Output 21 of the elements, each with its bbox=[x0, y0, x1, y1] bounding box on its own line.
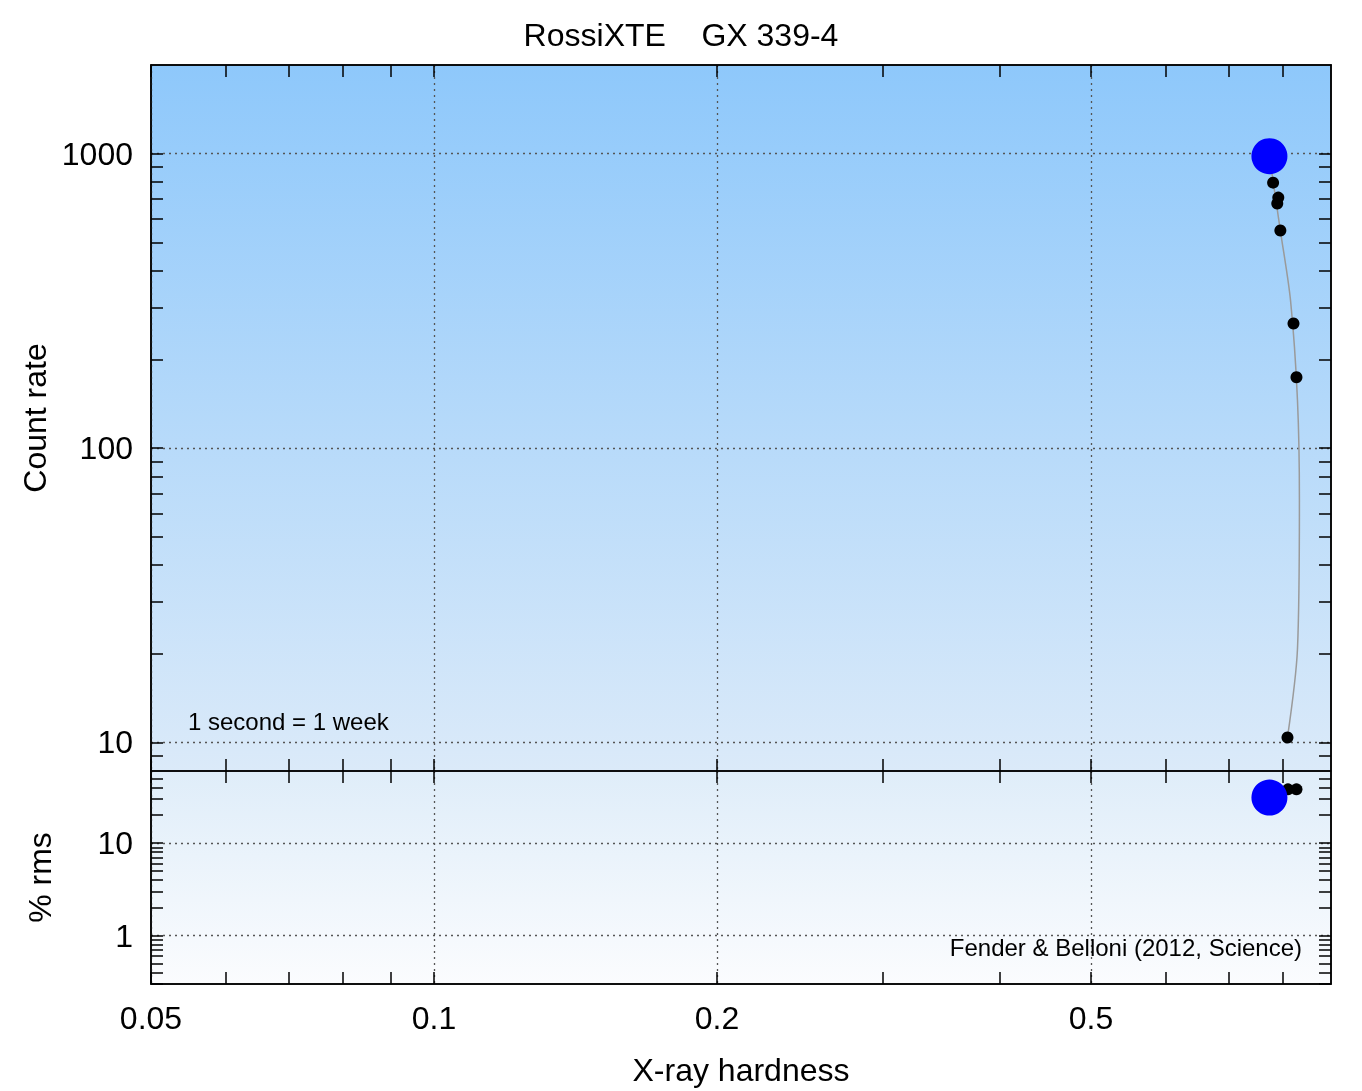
point bbox=[1251, 138, 1288, 175]
x-axis-title: X-ray hardness bbox=[632, 1052, 850, 1088]
y-tick-label: 1 bbox=[115, 917, 133, 954]
point bbox=[1287, 317, 1300, 330]
y-axis-title: Count rate bbox=[16, 343, 53, 493]
y-axis-title: % rms bbox=[22, 832, 58, 923]
y-tick-label: 100 bbox=[79, 430, 133, 467]
x-tick-label: 0.2 bbox=[694, 1000, 740, 1036]
y-tick-label: 10 bbox=[97, 825, 133, 862]
point bbox=[1281, 731, 1294, 744]
annotation: Fender & Belloni (2012, Science) bbox=[949, 933, 1303, 961]
x-tick-label: 0.1 bbox=[411, 1000, 457, 1036]
point bbox=[1290, 371, 1303, 384]
y-tick-label: 1000 bbox=[61, 135, 133, 172]
x-tick-label: 0.5 bbox=[1068, 1000, 1114, 1036]
chart-title: RossiXTE GX 339-4 bbox=[523, 17, 839, 53]
x-tick-label: 0.05 bbox=[119, 1000, 183, 1036]
point bbox=[1267, 176, 1280, 189]
annotation: 1 second = 1 week bbox=[188, 707, 390, 735]
y-tick-label: 10 bbox=[97, 724, 133, 761]
point bbox=[1274, 224, 1287, 237]
